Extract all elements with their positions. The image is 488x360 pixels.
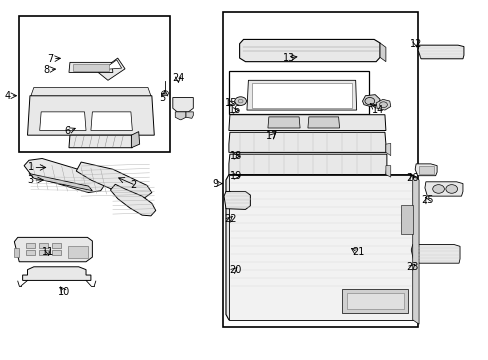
Text: 17: 17 xyxy=(266,131,278,141)
Polygon shape xyxy=(225,175,414,320)
Polygon shape xyxy=(400,205,412,234)
Polygon shape xyxy=(414,164,436,176)
Text: 24: 24 xyxy=(172,73,184,83)
Text: 5: 5 xyxy=(159,93,165,103)
Polygon shape xyxy=(76,162,152,198)
Bar xyxy=(251,83,351,108)
Text: 6: 6 xyxy=(64,126,70,135)
Bar xyxy=(26,243,35,248)
Text: 18: 18 xyxy=(229,151,242,161)
Text: 15: 15 xyxy=(224,98,237,108)
Polygon shape xyxy=(228,154,386,175)
Text: 26: 26 xyxy=(406,173,418,183)
Text: 11: 11 xyxy=(42,247,54,257)
Bar xyxy=(223,12,417,327)
Text: 16: 16 xyxy=(228,105,241,116)
Text: 14: 14 xyxy=(371,105,384,115)
Polygon shape xyxy=(228,175,412,320)
Polygon shape xyxy=(267,117,300,128)
Bar xyxy=(68,246,88,258)
Polygon shape xyxy=(172,98,193,112)
Bar xyxy=(73,64,109,71)
Polygon shape xyxy=(417,45,463,59)
Polygon shape xyxy=(228,115,385,131)
Bar xyxy=(418,166,433,174)
Bar xyxy=(52,249,61,255)
Polygon shape xyxy=(69,62,113,72)
Polygon shape xyxy=(379,43,385,62)
Circle shape xyxy=(379,102,386,108)
Circle shape xyxy=(445,185,457,193)
Text: 12: 12 xyxy=(409,40,422,49)
Bar xyxy=(39,243,47,248)
Polygon shape xyxy=(185,112,193,118)
Polygon shape xyxy=(14,248,19,257)
Circle shape xyxy=(161,91,168,96)
Polygon shape xyxy=(362,95,379,107)
Text: 1: 1 xyxy=(27,162,34,172)
Polygon shape xyxy=(91,112,132,131)
Polygon shape xyxy=(175,112,185,120)
Circle shape xyxy=(432,185,444,193)
Text: 25: 25 xyxy=(420,195,433,205)
Bar xyxy=(26,249,35,255)
Text: 13: 13 xyxy=(282,53,294,63)
Polygon shape xyxy=(375,99,390,110)
Text: 20: 20 xyxy=(228,265,241,275)
Polygon shape xyxy=(29,174,92,191)
Polygon shape xyxy=(228,132,385,152)
Text: 21: 21 xyxy=(351,247,364,257)
Polygon shape xyxy=(110,184,156,216)
Bar xyxy=(19,16,170,152)
Circle shape xyxy=(234,97,246,105)
Text: 3: 3 xyxy=(27,175,34,185)
Polygon shape xyxy=(341,289,407,313)
Polygon shape xyxy=(224,192,250,210)
Polygon shape xyxy=(307,117,339,128)
Polygon shape xyxy=(98,58,125,80)
Text: 8: 8 xyxy=(43,64,50,75)
Text: 4: 4 xyxy=(4,91,11,101)
Polygon shape xyxy=(346,293,404,309)
Text: 2: 2 xyxy=(130,180,136,190)
Polygon shape xyxy=(246,80,356,110)
Polygon shape xyxy=(239,40,379,62)
Text: 9: 9 xyxy=(212,179,219,189)
Text: 10: 10 xyxy=(58,287,70,297)
Polygon shape xyxy=(103,60,122,69)
Text: 7: 7 xyxy=(47,54,53,64)
Bar xyxy=(228,71,368,114)
Text: 23: 23 xyxy=(406,262,418,272)
Text: 19: 19 xyxy=(229,171,242,181)
Polygon shape xyxy=(385,166,390,177)
Circle shape xyxy=(238,99,243,103)
Bar xyxy=(39,249,47,255)
Polygon shape xyxy=(424,182,462,196)
Polygon shape xyxy=(412,175,418,324)
Polygon shape xyxy=(22,267,91,280)
Polygon shape xyxy=(410,244,459,263)
Text: 22: 22 xyxy=(224,214,236,224)
Polygon shape xyxy=(131,132,140,148)
Polygon shape xyxy=(31,87,151,96)
Polygon shape xyxy=(24,158,105,193)
Polygon shape xyxy=(40,112,86,131)
Circle shape xyxy=(364,98,374,105)
Polygon shape xyxy=(14,237,92,262)
Bar xyxy=(52,243,61,248)
Polygon shape xyxy=(27,96,154,135)
Polygon shape xyxy=(69,135,132,148)
Polygon shape xyxy=(385,143,390,156)
